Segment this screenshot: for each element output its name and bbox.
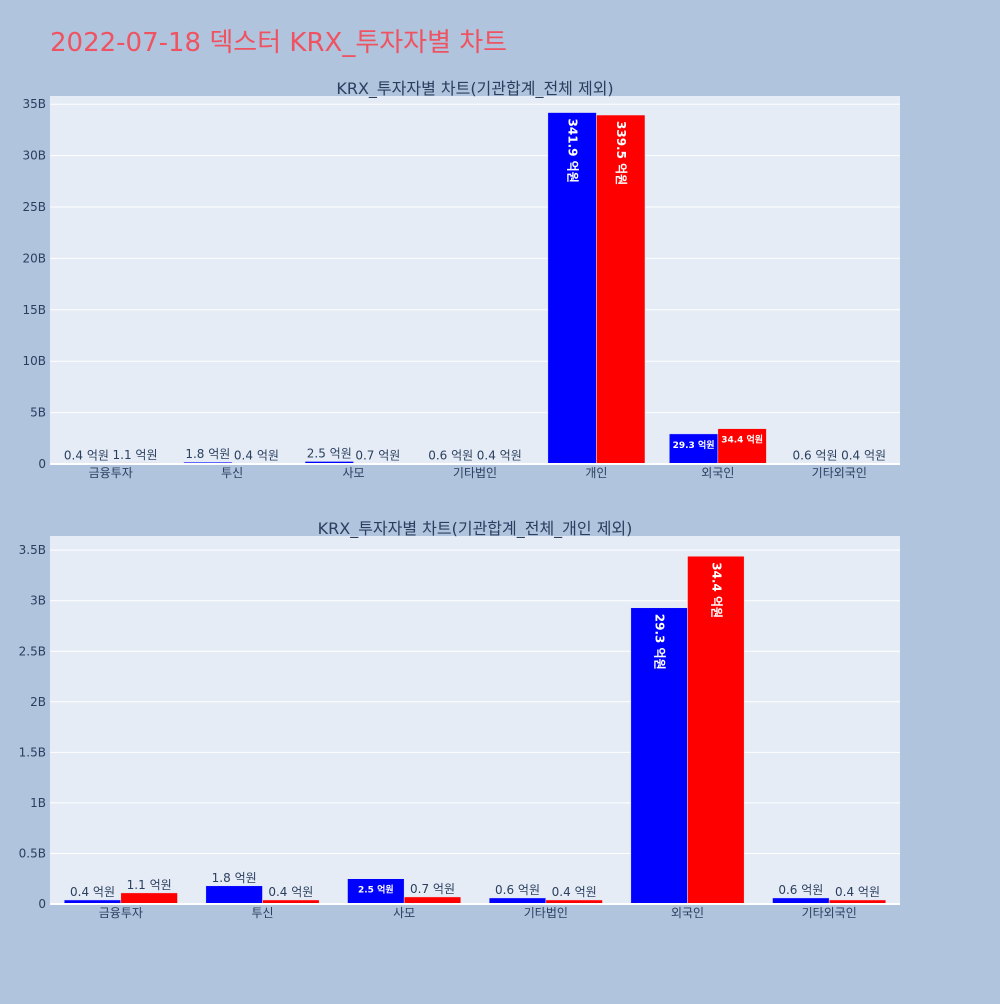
x-tick-label: 기타외국인 — [812, 466, 867, 480]
bar — [547, 112, 597, 465]
data-label: 0.4 억원 — [552, 885, 597, 899]
data-label: 341.9 억원 — [566, 119, 580, 183]
bar — [717, 428, 767, 465]
x-tick-label: 외국인 — [701, 466, 734, 480]
x-tick-label: 기타법인 — [524, 906, 568, 920]
data-label: 2.5 억원 — [358, 884, 394, 896]
x-tick-label: 투신 — [221, 466, 243, 480]
data-label: 0.4 억원 — [477, 449, 522, 463]
y-tick-label: 3.5B — [19, 543, 46, 557]
y-tick-label: 25B — [22, 200, 46, 214]
data-label: 1.8 억원 — [185, 447, 230, 461]
bar — [120, 892, 178, 905]
bar — [596, 114, 646, 465]
y-tick-label: 1.5B — [19, 745, 46, 759]
x-tick-label: 기타법인 — [453, 466, 497, 480]
data-label: 0.4 억원 — [64, 449, 109, 463]
x-tick-label: 금융투자 — [89, 466, 133, 480]
chart-title: KRX_투자자별 차트(기관합계_전체 제외) — [336, 79, 613, 99]
data-label: 34.4 억원 — [709, 562, 723, 618]
bar — [687, 555, 745, 905]
chart-2-container: 0 0.5B 1B 1.5B 2B 2.5B 3B 3.5B KRX_투자자별 차트(기관합계_… — [0, 500, 1000, 1004]
plot-area — [50, 96, 900, 464]
y-tick-label: 15B — [22, 303, 46, 317]
chart-1-container: 0 5B 10B 15B 20B 25B 30B 35B KRX_투자자별 차트(기관합계_전체… — [22, 79, 900, 480]
data-label: 0.4 억원 — [835, 885, 880, 899]
x-tick-label: 외국인 — [671, 906, 704, 920]
data-label: 34.4 억원 — [721, 434, 763, 446]
data-label: 0.4 억원 — [70, 885, 115, 899]
data-label: 29.3 억원 — [653, 614, 667, 670]
data-label: 0.6 억원 — [778, 883, 823, 897]
data-label: 0.4 억원 — [268, 885, 313, 899]
x-tick-label: 금융투자 — [99, 906, 143, 920]
data-label: 1.1 억원 — [113, 448, 158, 462]
bar — [205, 885, 263, 905]
data-label: 1.8 억원 — [212, 871, 257, 885]
y-tick-label: 30B — [22, 149, 46, 163]
data-label: 0.6 억원 — [793, 448, 838, 462]
data-label: 2.5 억원 — [307, 446, 352, 460]
data-label: 0.4 억원 — [234, 449, 279, 463]
data-label: 0.6 억원 — [428, 448, 473, 462]
y-tick-label: 0.5B — [19, 846, 46, 860]
data-label: 0.4 억원 — [841, 449, 886, 463]
chart-title: KRX_투자자별 차트(기관합계_전체_개인 제외) — [318, 519, 633, 539]
chart-1: 0 5B 10B 15B 20B 25B 30B 35B KRX_투자자별 차트(기관합계_전체… — [22, 79, 900, 480]
data-label: 0.7 억원 — [355, 448, 400, 462]
y-tick-label: 5B — [30, 406, 46, 420]
y-tick-label: 2B — [30, 695, 46, 709]
y-tick-label: 3B — [30, 594, 46, 608]
bar — [347, 878, 405, 905]
data-label: 29.3 억원 — [673, 439, 715, 451]
y-tick-label: 20B — [22, 251, 46, 265]
x-tick-label: 개인 — [585, 466, 607, 480]
x-tick-label: 투신 — [251, 906, 273, 920]
y-tick-label: 10B — [22, 354, 46, 368]
page-title: 2022-07-18 덱스터 KRX_투자자별 차트 — [50, 28, 508, 58]
chart-2: 0 0.5B 1B 1.5B 2B 2.5B 3B 3.5B KRX_투자자별 차트(기관합계_… — [19, 519, 900, 920]
data-label: 339.5 억원 — [614, 121, 628, 185]
bar — [630, 607, 688, 905]
y-tick-label: 0 — [38, 897, 46, 911]
y-tick-label: 0 — [38, 457, 46, 471]
bar — [403, 896, 462, 905]
plot-area — [50, 536, 900, 904]
x-tick-label: 기타외국인 — [802, 906, 857, 920]
y-tick-label: 2.5B — [19, 644, 46, 658]
x-tick-label: 사모 — [393, 906, 415, 920]
y-tick-label: 1B — [30, 796, 46, 810]
bar — [669, 433, 719, 465]
data-label: 0.7 억원 — [410, 882, 455, 896]
data-label: 0.6 억원 — [495, 883, 540, 897]
x-tick-label: 사모 — [343, 466, 365, 480]
data-label: 1.1 억원 — [127, 878, 172, 892]
y-tick-label: 35B — [22, 97, 46, 111]
